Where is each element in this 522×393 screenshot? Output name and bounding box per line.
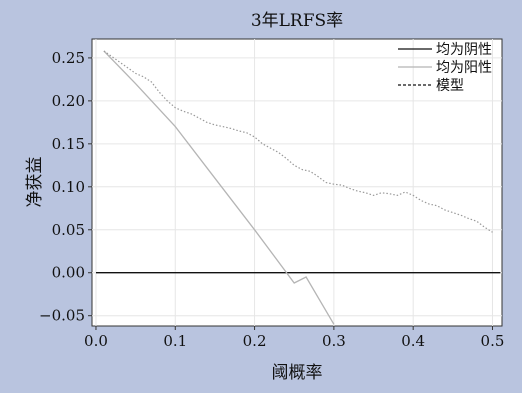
x-tick-label-3: 0.3 <box>322 332 346 350</box>
y-tick-label-2: 0.05 <box>52 221 85 239</box>
y-tick-label-5: 0.20 <box>52 92 85 110</box>
x-tick-label-0: 0.0 <box>84 332 108 350</box>
y-axis-ticks: −0.05 0.00 0.05 0.10 0.15 0.20 0.25 <box>39 49 92 325</box>
x-tick-label-1: 0.1 <box>163 332 187 350</box>
y-tick-label-0: −0.05 <box>39 307 85 325</box>
x-axis-label: 阈概率 <box>272 363 323 383</box>
y-tick-label-1: 0.00 <box>52 264 85 282</box>
y-tick-label-4: 0.15 <box>52 135 85 153</box>
legend-label-2: 模型 <box>436 78 464 94</box>
y-tick-label-6: 0.25 <box>52 49 85 67</box>
x-tick-label-2: 0.2 <box>243 332 267 350</box>
series-lines <box>96 50 501 325</box>
plot-area <box>91 38 503 327</box>
legend-label-0: 均为阴性 <box>436 42 492 58</box>
y-tick-label-3: 0.10 <box>52 178 85 196</box>
series-line-2 <box>103 50 493 233</box>
series-line-1 <box>103 50 335 325</box>
legend-label-1: 均为阳性 <box>436 60 492 76</box>
x-axis-ticks: 0.0 0.1 0.2 0.3 0.4 0.5 <box>84 326 504 350</box>
gridlines <box>92 39 502 326</box>
chart-title: 3年LRFS率 <box>251 11 343 31</box>
x-tick-label-5: 0.5 <box>481 332 505 350</box>
y-axis-label: 净获益 <box>25 157 45 208</box>
x-tick-label-4: 0.4 <box>401 332 425 350</box>
